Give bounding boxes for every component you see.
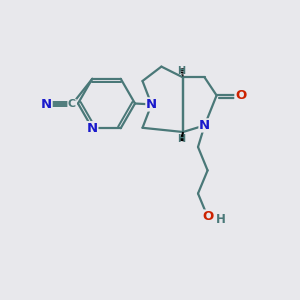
Text: N: N [41, 98, 52, 111]
Polygon shape [180, 132, 184, 141]
Text: N: N [146, 98, 157, 111]
Text: H: H [216, 213, 226, 226]
Text: C: C [68, 99, 76, 110]
Text: H: H [177, 66, 186, 76]
Text: O: O [235, 89, 246, 102]
Text: N: N [199, 119, 210, 132]
Text: N: N [87, 122, 98, 135]
Text: O: O [202, 210, 214, 223]
Text: H: H [177, 134, 186, 144]
